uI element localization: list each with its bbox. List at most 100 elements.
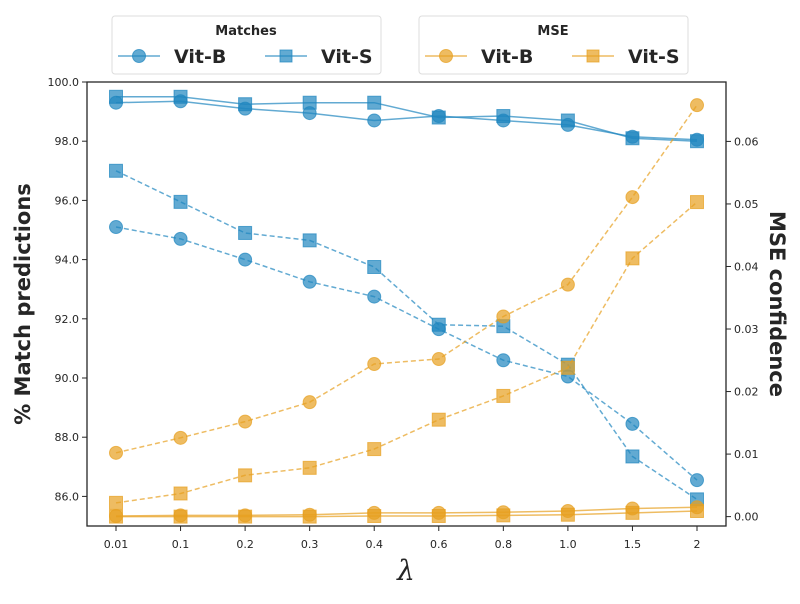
data-point-circle — [367, 357, 382, 372]
series-matches-vit-s-dashed — [109, 163, 704, 507]
x-tick-label: 2 — [694, 538, 701, 551]
x-tick-label: 0.1 — [172, 538, 190, 551]
data-point-square — [173, 194, 188, 209]
data-point-square — [367, 508, 382, 523]
right-tick-label: 0.02 — [734, 386, 759, 399]
x-tick-label: 0.8 — [495, 538, 513, 551]
series-matches-vit-b-solid — [109, 94, 704, 147]
data-point-circle — [109, 445, 123, 460]
legend-mse-vitb-label: Vit-B — [481, 46, 533, 68]
data-point-square — [690, 134, 704, 149]
left-y-axis: 86.0 88.0 90.0 92.0 94.0 96.0 98.0 100.0 — [48, 76, 87, 503]
left-tick-label: 98.0 — [55, 135, 80, 148]
data-point-circle — [173, 231, 188, 246]
data-point-square — [238, 509, 253, 524]
data-point-square — [238, 468, 253, 483]
data-point-square — [109, 495, 123, 510]
right-y-axis: 0.00 0.01 0.02 0.03 0.04 0.05 0.06 — [726, 135, 759, 524]
left-tick-label: 90.0 — [55, 372, 80, 385]
data-point-circle — [690, 98, 704, 113]
data-point-square — [625, 449, 640, 464]
data-point-square — [431, 508, 446, 523]
data-point-square — [109, 163, 123, 178]
series-line — [116, 510, 698, 518]
data-point-square — [302, 95, 317, 110]
legend-mse-box — [418, 15, 689, 75]
data-point-circle — [367, 289, 382, 304]
series-line — [115, 226, 698, 481]
x-tick-label: 0.01 — [104, 538, 129, 551]
data-point-square — [560, 113, 575, 128]
legend-matches-title: Matches — [215, 24, 277, 39]
data-point-square — [367, 260, 382, 274]
left-tick-label: 86.0 — [55, 490, 80, 503]
series-line — [115, 201, 698, 504]
data-point-circle — [302, 274, 317, 289]
data-point-square — [173, 509, 188, 524]
right-tick-label: 0.05 — [734, 198, 759, 211]
legend-matches-vitb-marker — [132, 49, 146, 63]
series-mse-vit-s-solid — [109, 503, 704, 524]
right-tick-label: 0.04 — [734, 260, 759, 273]
legend-matches: Matches Vit-B Vit-S — [111, 15, 382, 75]
left-tick-label: 92.0 — [55, 313, 80, 326]
series-mse-vit-s-dashed — [109, 195, 704, 510]
legend-matches-box — [111, 15, 382, 75]
data-point-circle — [690, 473, 704, 488]
data-point-square — [496, 388, 511, 403]
series-matches-vit-b-dashed — [109, 220, 704, 488]
data-point-square — [431, 412, 446, 427]
data-point-square — [431, 317, 446, 332]
data-point-square — [560, 507, 575, 522]
right-tick-label: 0.00 — [734, 511, 759, 524]
series-line — [115, 100, 698, 141]
legend-matches-vits-marker — [279, 49, 293, 63]
data-point-circle — [431, 352, 446, 367]
series-mse-vit-b-solid — [109, 500, 704, 523]
legend-matches-vitb-label: Vit-B — [174, 46, 226, 68]
right-tick-label: 0.06 — [734, 135, 759, 148]
data-point-square — [625, 505, 640, 520]
data-point-square — [496, 508, 511, 523]
data-point-square — [690, 503, 704, 518]
data-point-circle — [109, 220, 123, 235]
series-layer — [109, 89, 704, 524]
series-mse-vit-b-dashed — [109, 98, 704, 460]
data-point-square — [367, 95, 382, 110]
data-point-square — [302, 233, 317, 248]
data-point-square — [173, 89, 188, 104]
data-point-circle — [173, 430, 188, 445]
legend-mse-title: MSE — [537, 24, 568, 39]
data-point-square — [238, 225, 253, 240]
x-tick-label: 1.0 — [559, 538, 577, 551]
x-tick-label: 1.5 — [624, 538, 642, 551]
left-tick-label: 100.0 — [48, 76, 80, 89]
x-tick-label: 0.2 — [236, 538, 254, 551]
data-point-square — [690, 195, 704, 210]
data-point-circle — [302, 395, 317, 410]
left-tick-label: 88.0 — [55, 431, 80, 444]
data-point-square — [302, 460, 317, 475]
data-point-square — [173, 486, 188, 501]
legend-mse-vits-marker — [586, 49, 600, 63]
x-tick-label: 0.4 — [365, 538, 383, 551]
data-point-square — [238, 97, 253, 112]
legend-mse-vits-label: Vit-S — [628, 46, 680, 68]
right-tick-label: 0.03 — [734, 323, 759, 336]
series-line — [115, 170, 698, 501]
data-point-square — [109, 509, 123, 524]
y-axis-right-title: MSE confidence — [765, 211, 789, 397]
plot-frame — [86, 81, 727, 527]
series-line — [115, 506, 698, 517]
left-tick-label: 96.0 — [55, 194, 80, 207]
data-point-square — [625, 131, 640, 146]
series-line — [116, 96, 698, 142]
left-tick-label: 94.0 — [55, 254, 80, 267]
data-point-circle — [496, 353, 511, 368]
data-point-square — [625, 251, 640, 266]
data-point-circle — [625, 416, 640, 431]
axes-layer — [86, 81, 727, 527]
legend-mse-vitb-marker — [439, 49, 453, 63]
